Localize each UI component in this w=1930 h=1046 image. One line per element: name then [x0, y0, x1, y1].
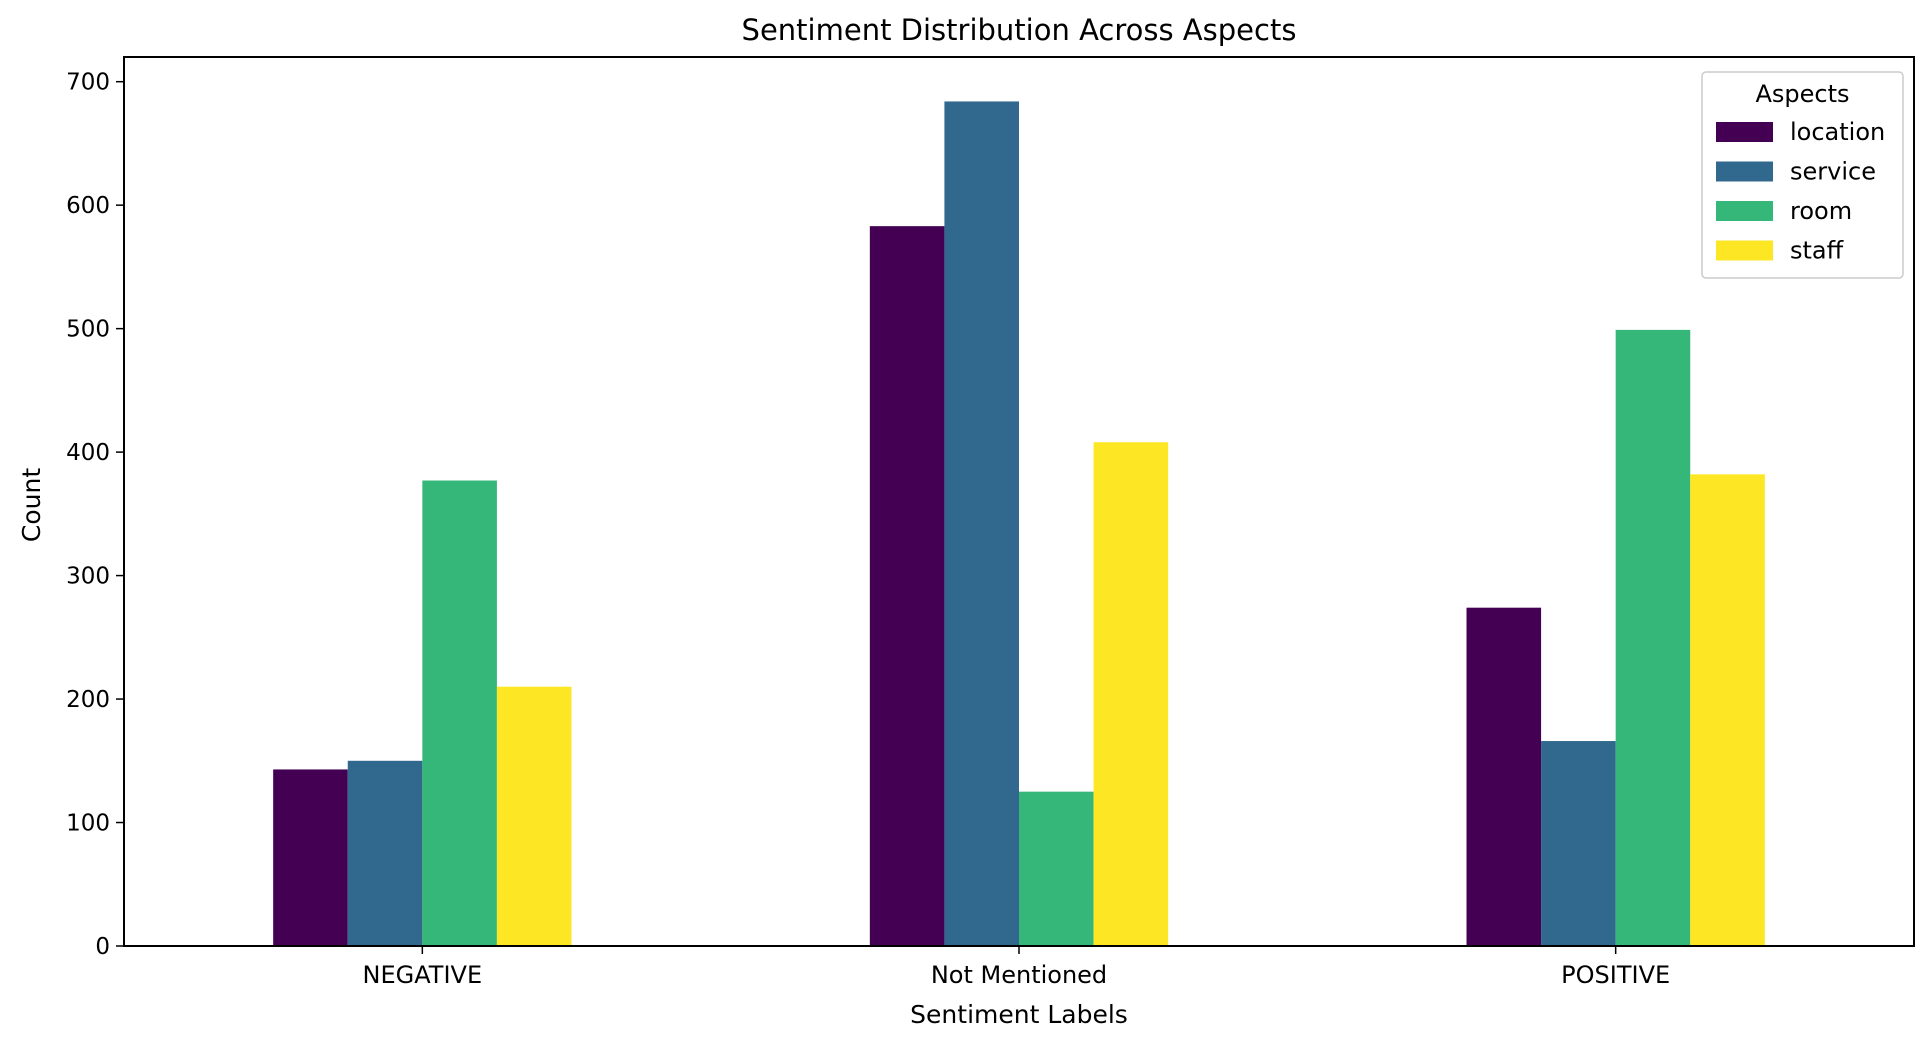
legend-swatch-room: [1716, 201, 1773, 221]
bar-room-2: [1615, 329, 1691, 946]
y-tick-label: 400: [66, 440, 110, 466]
y-tick-label: 500: [66, 317, 110, 343]
bar-location-0: [273, 769, 348, 946]
bar-service-0: [347, 760, 423, 946]
y-tick-label: 600: [66, 193, 110, 219]
plot-frame: [123, 56, 1915, 947]
legend-label-room: room: [1790, 197, 1852, 225]
y-axis-label: Count: [17, 468, 46, 542]
bar-room-1: [1019, 791, 1094, 946]
legend-label-staff: staff: [1790, 237, 1844, 265]
y-tick-label: 300: [66, 564, 110, 590]
bar-room-0: [422, 480, 497, 946]
plot-area: [273, 101, 1765, 946]
x-tick-label: POSITIVE: [1561, 961, 1670, 989]
bar-service-2: [1541, 741, 1616, 946]
y-tick-label: 700: [66, 70, 110, 96]
legend-label-service: service: [1790, 158, 1876, 186]
x-axis: NEGATIVE Not Mentioned POSITIVE: [363, 946, 1670, 989]
legend-swatch-staff: [1716, 240, 1773, 261]
bar-location-1: [869, 226, 945, 946]
x-tick-label: NEGATIVE: [363, 961, 483, 989]
legend-title: Aspects: [1755, 80, 1849, 108]
bar-staff-1: [1093, 442, 1169, 946]
y-tick-label: 100: [66, 811, 110, 837]
legend: Aspects location service room staff: [1701, 71, 1904, 279]
y-tick-label: 0: [95, 934, 110, 960]
bar-location-2: [1466, 607, 1542, 946]
bar-service-1: [944, 101, 1019, 946]
y-axis: 0 100 200 300 400 500 600 700: [66, 70, 124, 960]
chart-title: Sentiment Distribution Across Aspects: [742, 13, 1297, 47]
x-tick-label: Not Mentioned: [931, 961, 1107, 989]
bar-staff-0: [496, 686, 572, 946]
legend-swatch-location: [1716, 122, 1773, 142]
legend-swatch-service: [1716, 161, 1773, 182]
bar-staff-2: [1690, 474, 1765, 946]
legend-label-location: location: [1790, 118, 1885, 146]
x-axis-label: Sentiment Labels: [910, 1000, 1128, 1029]
y-tick-label: 200: [66, 687, 110, 713]
